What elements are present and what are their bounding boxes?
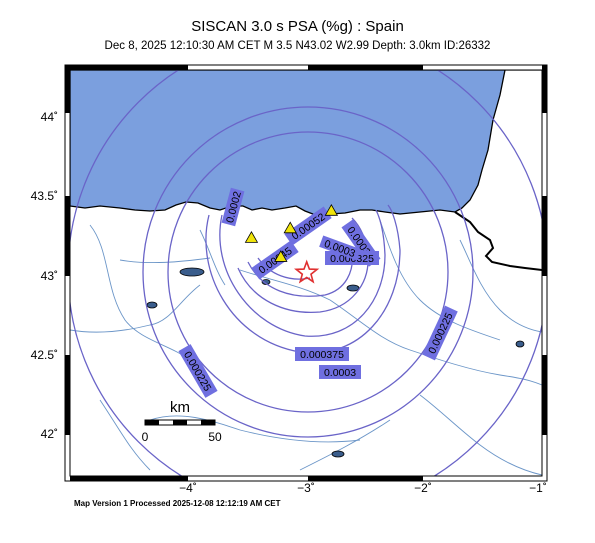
lon-axis: −4˚ −3˚ −2˚ −1˚	[179, 481, 547, 495]
station-triangle	[274, 250, 288, 262]
contour-label: 0.0003	[324, 367, 356, 379]
border-line	[454, 211, 542, 271]
contour-label: 0.000375	[300, 349, 344, 361]
lat-label: 43.5˚	[31, 189, 58, 203]
lon-label: −1˚	[529, 481, 547, 495]
lat-label: 42˚	[41, 427, 58, 441]
station-triangle	[283, 221, 297, 234]
lon-label: −2˚	[414, 481, 432, 495]
lon-label: −3˚	[297, 481, 315, 495]
processing-note: Map Version 1 Processed 2025-12-08 12:12…	[74, 499, 281, 508]
map-title: SISCAN 3.0 s PSA (%g) : Spain	[191, 18, 404, 35]
stations-layer	[244, 204, 339, 262]
scale-unit: km	[170, 399, 190, 416]
sea-bay-of-biscay	[70, 70, 542, 217]
station-triangle	[244, 231, 259, 243]
station-triangle	[324, 204, 339, 216]
contour-label: 0.000325	[330, 253, 374, 265]
scale-end: 50	[208, 430, 222, 444]
lat-label: 42.5˚	[31, 348, 58, 362]
scale-bar: km 0 50	[142, 399, 222, 444]
lat-label: 44˚	[41, 110, 58, 124]
epicenter-layer	[293, 259, 320, 284]
lat-axis: 44˚ 43.5˚ 43˚ 42.5˚ 42˚	[31, 110, 58, 441]
lakes	[146, 267, 525, 458]
map-frame	[64, 64, 548, 482]
rivers	[70, 219, 542, 476]
epicenter-star	[293, 259, 320, 284]
lon-label: −4˚	[179, 481, 197, 495]
scale-start: 0	[142, 430, 149, 444]
event-info: Dec 8, 2025 12:10:30 AM CET M 3.5 N43.02…	[104, 40, 491, 52]
lat-label: 43˚	[41, 269, 58, 283]
